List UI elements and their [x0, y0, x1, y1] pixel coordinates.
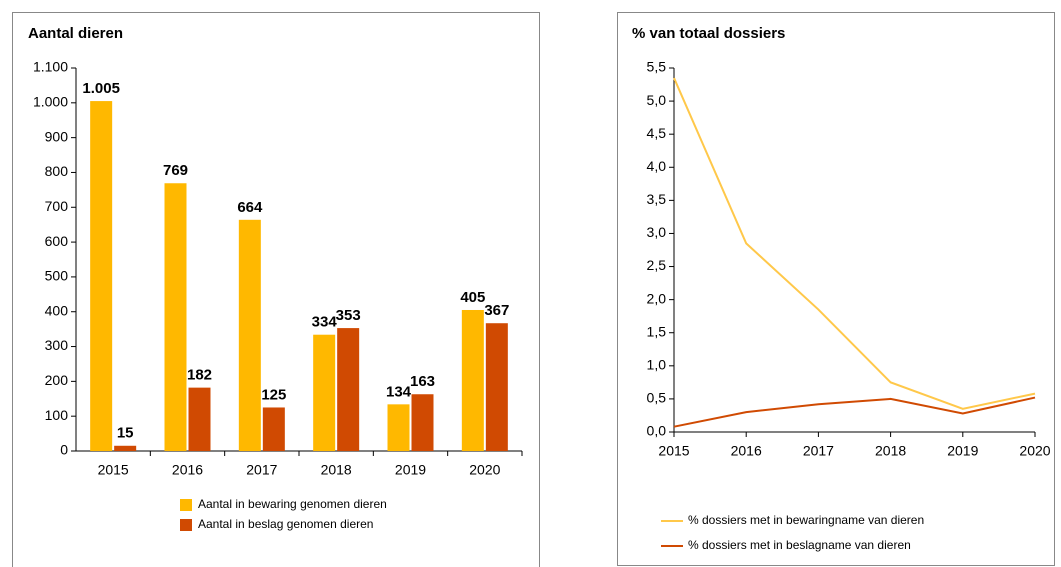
bar: [238, 219, 261, 451]
y-tick-label: 1,5: [647, 323, 667, 339]
legend-swatch: [180, 519, 192, 531]
y-tick-label: 1,0: [647, 357, 667, 373]
bar: [313, 334, 336, 451]
y-tick-label: 4,5: [647, 125, 667, 141]
line-series: [673, 77, 1036, 410]
y-tick-label: 900: [45, 128, 69, 144]
bar: [411, 394, 434, 451]
y-tick-label: 3,0: [647, 224, 667, 240]
y-tick-label: 5,5: [647, 59, 667, 75]
y-tick-label: 700: [45, 198, 69, 214]
y-tick-label: 0,0: [647, 423, 667, 439]
bar: [164, 183, 187, 452]
y-tick-label: 400: [45, 302, 69, 318]
value-label: 405: [460, 289, 485, 306]
x-tick-label: 2015: [98, 462, 129, 478]
legend-label: Aantal in beslag genomen dieren: [198, 517, 373, 531]
chart-title: Aantal dieren: [28, 25, 123, 42]
chart-title: % van totaal dossiers: [632, 25, 785, 42]
value-label: 1.005: [82, 80, 120, 97]
y-tick-label: 4,0: [647, 158, 667, 174]
y-tick-label: 300: [45, 337, 69, 353]
y-tick-label: 0: [60, 442, 68, 458]
x-tick-label: 2016: [172, 462, 203, 478]
y-tick-label: 200: [45, 372, 69, 388]
bar: [387, 404, 410, 451]
x-tick-label: 2017: [246, 462, 277, 478]
value-label: 664: [237, 199, 263, 216]
legend-label: Aantal in bewaring genomen dieren: [198, 497, 387, 511]
y-tick-label: 600: [45, 233, 69, 249]
value-label: 125: [261, 386, 286, 403]
x-tick-label: 2020: [469, 462, 500, 478]
x-tick-label: 2020: [1019, 443, 1050, 459]
value-label: 367: [484, 302, 509, 319]
bar: [485, 323, 508, 451]
value-label: 769: [163, 162, 188, 179]
x-tick-label: 2019: [947, 443, 978, 459]
x-tick-label: 2017: [803, 443, 834, 459]
legend-swatch: [180, 499, 192, 511]
bar: [188, 387, 211, 451]
x-tick-label: 2018: [875, 443, 906, 459]
x-tick-label: 2015: [658, 443, 689, 459]
y-tick-label: 2,0: [647, 290, 667, 306]
right-frame: [617, 12, 1055, 566]
value-label: 15: [117, 425, 134, 442]
y-tick-label: 2,5: [647, 257, 667, 273]
value-label: 353: [336, 307, 361, 324]
bar: [461, 309, 484, 451]
x-tick-label: 2019: [395, 462, 426, 478]
x-tick-label: 2018: [321, 462, 352, 478]
y-tick-label: 3,5: [647, 191, 667, 207]
x-tick-label: 2016: [731, 443, 762, 459]
y-tick-label: 0,5: [647, 390, 667, 406]
bar: [262, 407, 285, 451]
y-tick-label: 800: [45, 163, 69, 179]
y-tick-label: 500: [45, 268, 69, 284]
legend-label: % dossiers met in beslagname van dieren: [688, 538, 911, 552]
value-label: 182: [187, 367, 212, 384]
bar: [337, 328, 360, 451]
line-series: [673, 396, 1036, 428]
y-tick-label: 100: [45, 407, 69, 423]
bar: [90, 101, 113, 451]
y-tick-label: 1.000: [33, 94, 68, 110]
y-tick-label: 1.100: [33, 59, 68, 75]
value-label: 334: [312, 314, 338, 331]
bar: [114, 445, 137, 451]
value-label: 163: [410, 373, 435, 390]
y-tick-label: 5,0: [647, 92, 667, 108]
legend-label: % dossiers met in bewaringname van diere…: [688, 513, 924, 527]
value-label: 134: [386, 383, 412, 400]
